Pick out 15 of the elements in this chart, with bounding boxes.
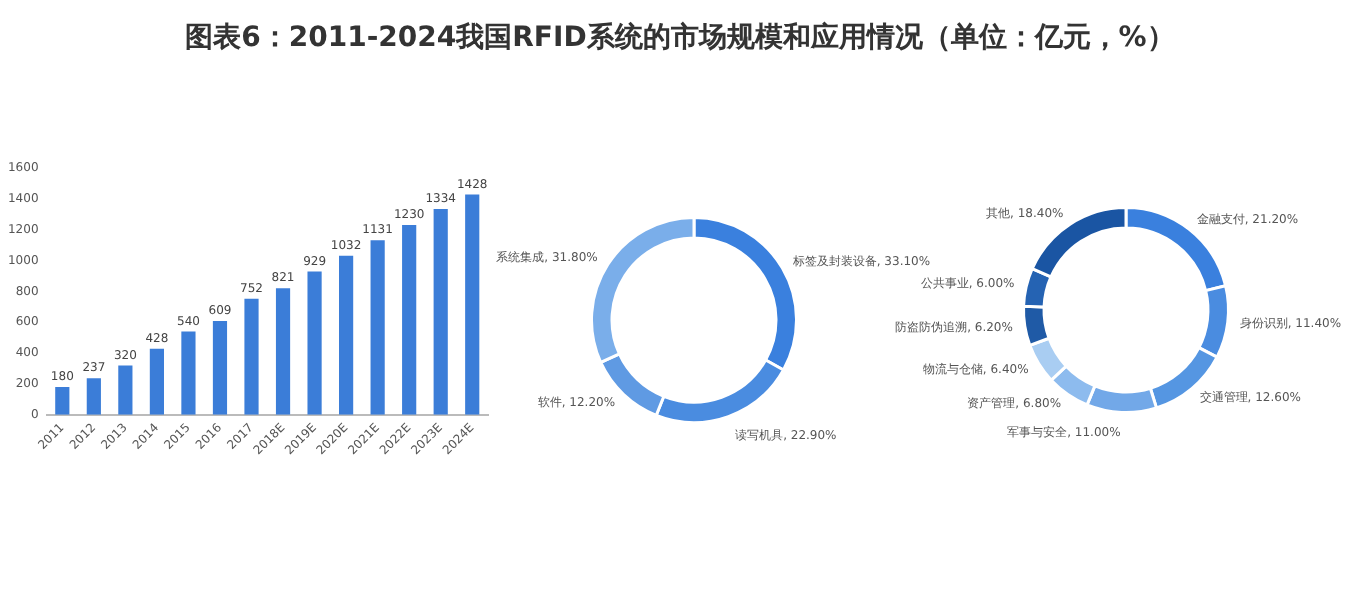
bar (55, 387, 70, 415)
bar (370, 240, 385, 415)
text: 图表6：2011-2024我国RFID系统的市场规模和应用情况（单位：亿元，%） (183, 20, 1177, 56)
bar (339, 255, 354, 415)
bar (118, 365, 133, 415)
bar (275, 288, 291, 415)
bar (465, 194, 480, 415)
bar (212, 320, 228, 415)
bar (402, 225, 417, 415)
bar (433, 209, 448, 415)
bar (149, 348, 164, 415)
bar (307, 271, 322, 415)
bar (86, 378, 101, 415)
bar (181, 331, 196, 415)
bar (244, 298, 259, 415)
